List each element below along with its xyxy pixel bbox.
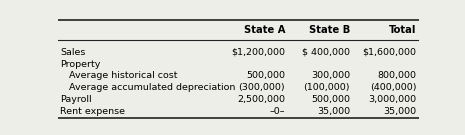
Text: (400,000): (400,000) (370, 83, 417, 92)
Text: Property: Property (60, 60, 100, 69)
Text: (300,000): (300,000) (239, 83, 285, 92)
Text: 800,000: 800,000 (378, 71, 417, 80)
Text: 2,500,000: 2,500,000 (237, 95, 285, 104)
Text: Sales: Sales (60, 48, 85, 57)
Text: $1,600,000: $1,600,000 (363, 48, 417, 57)
Text: 500,000: 500,000 (311, 95, 350, 104)
Text: 3,000,000: 3,000,000 (369, 95, 417, 104)
Text: 35,000: 35,000 (317, 107, 350, 116)
Text: 500,000: 500,000 (246, 71, 285, 80)
Text: Total: Total (389, 25, 417, 35)
Text: Rent expense: Rent expense (60, 107, 125, 116)
Text: Average accumulated depreciation: Average accumulated depreciation (69, 83, 235, 92)
Text: Average historical cost: Average historical cost (69, 71, 178, 80)
Text: State A: State A (244, 25, 285, 35)
Text: 300,000: 300,000 (311, 71, 350, 80)
Text: $1,200,000: $1,200,000 (231, 48, 285, 57)
Text: 35,000: 35,000 (384, 107, 417, 116)
Text: Payroll: Payroll (60, 95, 92, 104)
Text: $ 400,000: $ 400,000 (302, 48, 350, 57)
Text: –0–: –0– (270, 107, 285, 116)
Text: State B: State B (309, 25, 350, 35)
Text: (100,000): (100,000) (304, 83, 350, 92)
